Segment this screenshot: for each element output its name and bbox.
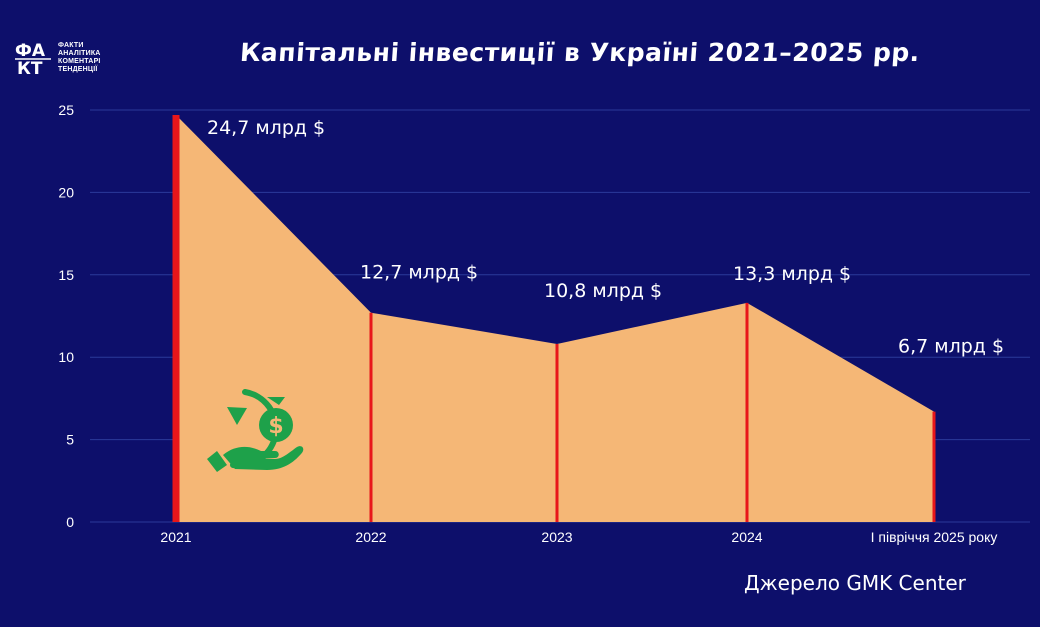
data-labels: 24,7 млрд $ 12,7 млрд $ 10,8 млрд $ 13,3 мл… <box>207 117 1004 358</box>
y-tick-label: 5 <box>66 432 74 448</box>
y-tick-label: 0 <box>66 514 74 530</box>
x-tick-label: 2023 <box>541 529 572 545</box>
data-label: 6,7 млрд $ <box>898 336 1004 358</box>
svg-text:$: $ <box>268 414 283 439</box>
logo-line: ФАКТИ <box>58 42 84 49</box>
y-axis-ticks: 0 5 10 15 20 25 <box>58 102 74 530</box>
brand-logo: ФА КТ ФАКТИ АНАЛІТИКА КОМЕНТАРІ ТЕНДЕНЦІ… <box>14 40 101 76</box>
y-tick-label: 15 <box>58 267 74 283</box>
value-markers <box>172 114 936 522</box>
data-label: 10,8 млрд $ <box>544 280 662 302</box>
source-note: Джерело GMK Center <box>744 571 966 595</box>
money-hand-cycle-icon: $ <box>207 389 304 472</box>
x-axis-ticks: 2021 2022 2023 2024 І півріччя 2025 року <box>160 529 997 545</box>
logo-line: АНАЛІТИКА <box>58 50 101 57</box>
area-fill <box>176 114 934 522</box>
y-tick-label: 10 <box>58 349 74 365</box>
data-label: 24,7 млрд $ <box>207 117 325 139</box>
y-tick-label: 20 <box>58 184 74 200</box>
logo-mark-bottom: КТ <box>17 59 43 76</box>
x-tick-label: 2022 <box>355 529 386 545</box>
x-tick-label: 2021 <box>160 529 191 545</box>
data-label: 13,3 млрд $ <box>733 263 851 285</box>
logo-tagline: ФАКТИ АНАЛІТИКА КОМЕНТАРІ ТЕНДЕНЦІЇ <box>58 42 101 74</box>
logo-mark-icon: ФА КТ <box>15 41 51 76</box>
y-tick-label: 25 <box>58 102 74 118</box>
logo-line: ТЕНДЕНЦІЇ <box>58 66 98 73</box>
logo-line: КОМЕНТАРІ <box>58 58 101 65</box>
logo-mark-top: ФА <box>15 41 46 61</box>
x-tick-label: І півріччя 2025 року <box>871 529 998 545</box>
data-label: 12,7 млрд $ <box>360 262 478 284</box>
area-series <box>176 114 934 522</box>
x-tick-label: 2024 <box>731 529 762 545</box>
